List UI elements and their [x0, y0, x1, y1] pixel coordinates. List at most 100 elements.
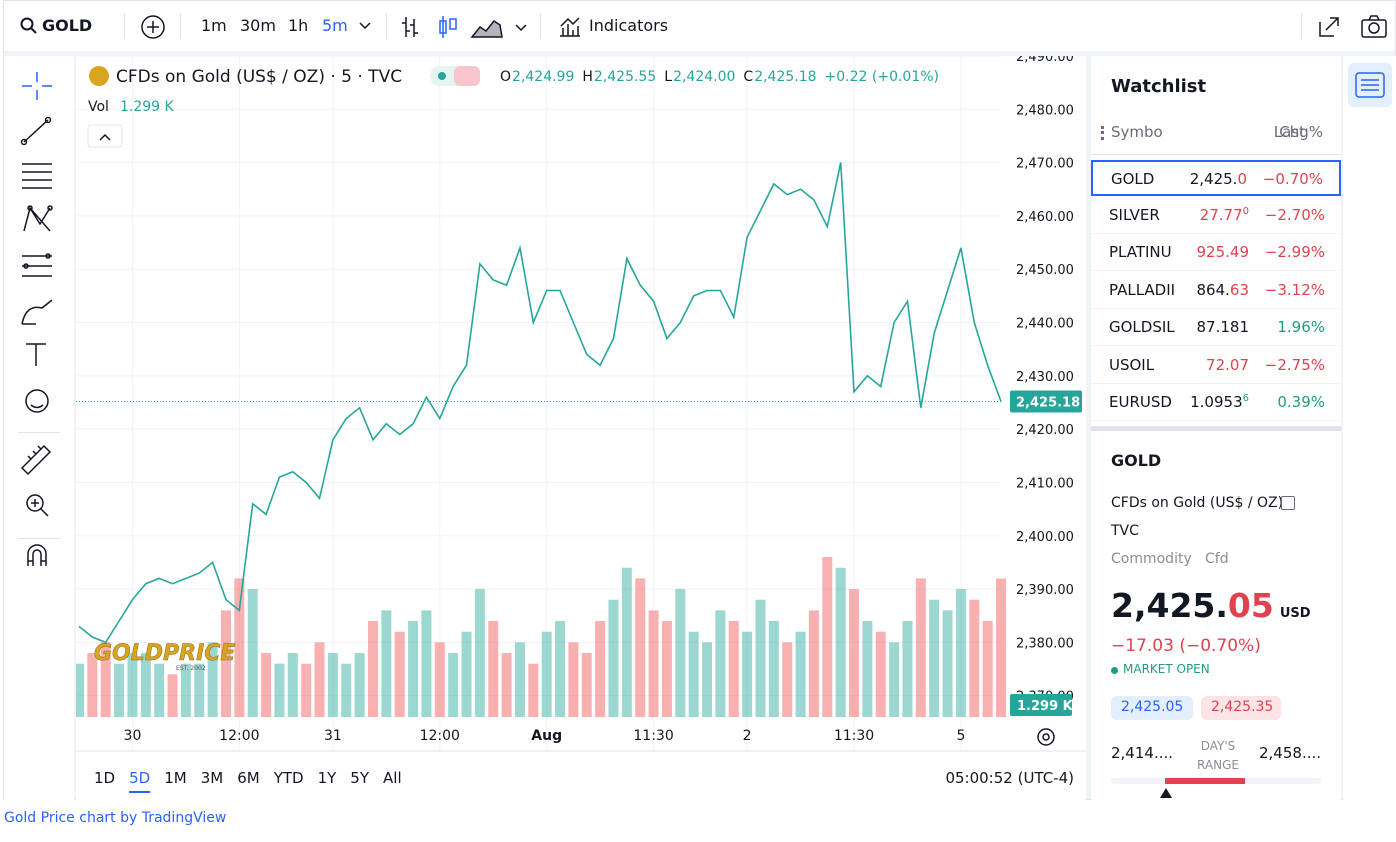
x-tick-label: 2 — [743, 728, 752, 744]
drawing-toolbar — [4, 56, 74, 801]
x-tick-label: 30 — [124, 728, 142, 744]
search-icon — [20, 17, 37, 34]
row-symbol: GOLDSIL' — [1109, 318, 1175, 336]
range-button[interactable]: YTD — [273, 769, 304, 787]
details-subtype: Cfd — [1205, 551, 1229, 567]
row-last: 864.63 — [1197, 281, 1250, 299]
range-button[interactable]: 3M — [201, 769, 224, 787]
compare-button[interactable] — [140, 14, 166, 40]
last-volume-label: 1.299 K — [1017, 699, 1074, 714]
volume-bar — [140, 653, 151, 717]
watchlist-row[interactable]: PLATINU 925.49 −2.99% — [1091, 235, 1341, 271]
volume-bar — [287, 653, 298, 717]
volume-bar — [955, 589, 966, 717]
details-ask: 2,425.35 — [1211, 699, 1274, 715]
footer-link[interactable]: Gold Price chart by TradingView — [4, 810, 227, 826]
volume-bar — [768, 621, 779, 717]
volume-bar — [915, 578, 926, 717]
y-tick-label: 2,480.00 — [1016, 103, 1074, 118]
watchlist-row[interactable]: EURUSD 1.09536 0.39% — [1091, 385, 1341, 421]
row-last: 72.07 — [1206, 356, 1249, 374]
range-button[interactable]: 1Y — [318, 769, 338, 787]
volume-bar — [87, 653, 98, 717]
snapshot[interactable] — [1360, 14, 1388, 40]
volume-bar — [648, 610, 659, 717]
range-active-underline — [129, 791, 151, 793]
watermark-sub: EST. 2002 — [176, 665, 206, 672]
widget: GOLD Indicators 1m 30m 1h 5m — [3, 0, 1396, 801]
ohlc-value: 2,424.00 — [673, 69, 735, 85]
symbol-logo — [89, 66, 109, 86]
price-main: 2,425. — [1111, 586, 1228, 625]
row-last: 925.49 — [1197, 243, 1250, 261]
open-fullscreen[interactable] — [1316, 14, 1342, 40]
indicators-button[interactable]: Indicators — [589, 16, 669, 35]
details-status: MARKET OPEN — [1123, 662, 1210, 676]
volume-bar — [595, 621, 606, 717]
row-last-value: 2,425. — [1189, 170, 1238, 188]
interval-button[interactable]: 30m — [240, 16, 276, 35]
volume-bar — [154, 663, 165, 717]
tool-icons[interactable] — [4, 56, 74, 656]
range-button[interactable]: 5Y — [350, 769, 370, 787]
volume-bar — [902, 621, 913, 717]
volume-bar — [702, 642, 713, 717]
interval-menu[interactable] — [358, 19, 372, 33]
price-currency: USD — [1279, 606, 1311, 621]
details-exchange: TVC — [1111, 523, 1139, 539]
volume-bar — [461, 631, 472, 717]
row-last-tail: 0 — [1237, 170, 1247, 188]
settings-icon[interactable] — [1037, 728, 1055, 746]
ohlc-key: C — [743, 69, 753, 85]
watchlist-toggle[interactable] — [1347, 62, 1393, 108]
ask-box — [1201, 696, 1281, 720]
details-name: CFDs on Gold (US$ / OZ) — [1111, 495, 1284, 511]
watchlist-row[interactable]: PALLADII 864.63 −3.12% — [1091, 273, 1341, 309]
volume-bar — [234, 578, 245, 717]
x-tick-label: Aug — [531, 728, 562, 744]
top-toolbar: GOLD Indicators 1m 30m 1h 5m — [4, 1, 1395, 51]
y-tick-label: 2,430.00 — [1016, 370, 1074, 385]
range-label: DAY'S RANGE — [1197, 739, 1239, 772]
row-symbol: PLATINU — [1109, 243, 1172, 261]
range-button[interactable]: 1M — [164, 769, 187, 787]
watchlist-row[interactable]: GOLD 2,425.0 −0.70% — [1091, 160, 1341, 196]
watchlist-row[interactable]: SILVER 27.770 −2.70% — [1091, 198, 1341, 234]
range-button[interactable]: 1D — [94, 769, 115, 787]
details-change: −17.03 (−0.70%) — [1111, 636, 1261, 656]
volume-bar — [555, 621, 566, 717]
watchlist-row[interactable]: GOLDSIL' 87.181 1.96% — [1091, 310, 1341, 346]
x-tick-label: 11:30 — [633, 728, 673, 744]
column-header: Last — [1273, 123, 1305, 141]
chart[interactable]: 2,370.002,380.002,390.002,400.002,410.00… — [74, 50, 1086, 801]
range-button[interactable]: All — [383, 769, 402, 787]
row-last-value: 864. — [1196, 280, 1230, 299]
range-low: 2,414.... — [1111, 744, 1174, 762]
symbol-search[interactable]: GOLD — [42, 16, 93, 35]
volume-bar — [194, 663, 205, 717]
chart-type-buttons[interactable] — [400, 13, 530, 41]
range-button[interactable]: 6M — [237, 769, 260, 787]
row-symbol: PALLADII — [1109, 280, 1175, 299]
volume-bar — [434, 642, 445, 717]
external-link-icon[interactable] — [1281, 496, 1295, 510]
row-last-value: 72.07 — [1206, 355, 1249, 374]
x-tick-label: 31 — [324, 728, 342, 744]
interval-button[interactable]: 1m — [201, 16, 227, 35]
interval-button[interactable]: 1h — [288, 16, 309, 35]
watchlist-row[interactable]: USOIL 72.07 −2.75% — [1091, 348, 1341, 384]
panel-divider — [1091, 426, 1341, 431]
column-header: Symbo — [1111, 123, 1163, 141]
volume-bar — [541, 631, 552, 717]
volume-bar — [488, 621, 499, 717]
ohlc-key: O — [500, 69, 511, 85]
interval-button[interactable]: 5m — [322, 16, 348, 35]
x-tick-label: 12:00 — [420, 728, 460, 744]
range-button[interactable]: 5D — [129, 769, 150, 787]
y-tick-label: 2,420.00 — [1016, 423, 1074, 438]
volume-bar — [381, 610, 392, 717]
volume-bar — [127, 653, 138, 717]
watchlist-title: Watchlist — [1111, 76, 1207, 97]
x-tick-label: 5 — [956, 728, 965, 744]
